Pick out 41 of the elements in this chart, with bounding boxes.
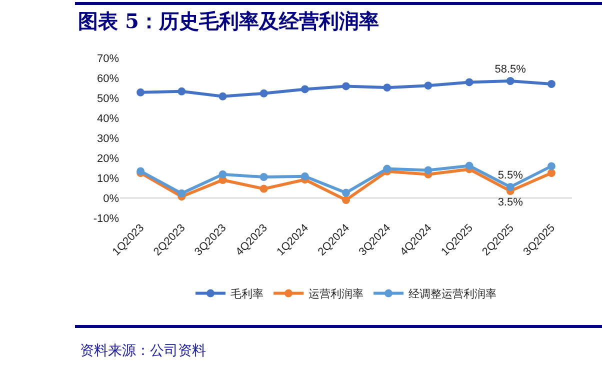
data-label: 5.5%	[498, 169, 524, 182]
point	[547, 169, 556, 177]
point	[506, 183, 514, 191]
point	[178, 189, 186, 198]
point	[547, 162, 556, 170]
point	[300, 85, 309, 94]
legend-label: 运营利润率	[308, 288, 364, 301]
text: 资料来源：公司资料	[80, 342, 206, 360]
point	[342, 196, 350, 204]
point	[424, 166, 432, 174]
chart-title: 图表 5：历史毛利率及经营利润率	[78, 8, 379, 35]
point	[424, 82, 432, 90]
y-tick-label: 60%	[96, 72, 120, 85]
y-tick-label: 0%	[103, 192, 120, 205]
y-tick-label: 20%	[96, 152, 120, 165]
point	[218, 92, 227, 100]
point	[260, 89, 268, 98]
point	[178, 87, 186, 96]
point	[506, 77, 514, 85]
legend-label: 经调整运营利润率	[408, 288, 496, 301]
y-tick-label: 40%	[96, 112, 120, 125]
data-label: 58.5%	[494, 63, 526, 76]
point	[260, 184, 268, 193]
point	[260, 173, 268, 181]
legend-label: 毛利率	[230, 288, 264, 301]
point	[342, 188, 350, 197]
point	[465, 162, 474, 170]
data-label: 3.5%	[498, 196, 524, 208]
y-tick-label: -10%	[93, 212, 120, 225]
point	[136, 88, 145, 96]
point	[383, 84, 392, 92]
y-tick-label: 70%	[96, 52, 120, 65]
y-tick-label: 50%	[96, 92, 120, 105]
point	[465, 78, 474, 86]
y-tick-label: 30%	[96, 132, 120, 145]
point	[547, 80, 556, 88]
point	[300, 172, 309, 180]
point	[218, 170, 227, 178]
point	[383, 164, 392, 173]
point	[342, 82, 350, 90]
y-tick-label: 10%	[96, 172, 120, 185]
